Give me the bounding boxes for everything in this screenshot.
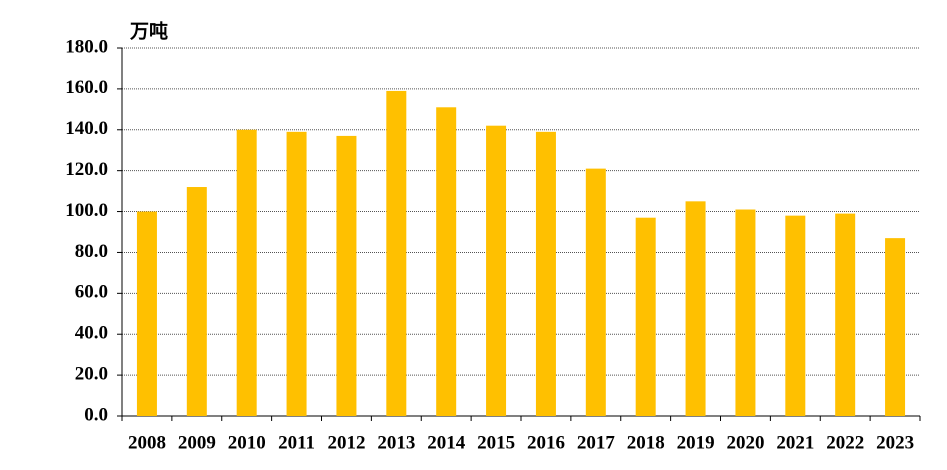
bar <box>186 187 207 416</box>
x-tick-label: 2009 <box>178 432 216 453</box>
y-tick-label: 180.0 <box>65 36 108 57</box>
x-tick-label: 2019 <box>677 432 715 453</box>
x-tick-label: 2021 <box>776 432 814 453</box>
bar <box>286 131 307 417</box>
bar <box>885 238 906 416</box>
y-tick-label: 120.0 <box>65 159 108 180</box>
y-tick-label: 0.0 <box>84 404 108 425</box>
bar <box>436 107 457 417</box>
y-tick-label: 140.0 <box>65 118 108 139</box>
unit-label: 万吨 <box>129 19 168 42</box>
y-tick-label: 40.0 <box>75 323 108 344</box>
x-tick-label: 2018 <box>627 432 665 453</box>
x-tick-label: 2023 <box>876 432 914 453</box>
x-tick-label: 2017 <box>577 432 616 453</box>
y-tick-label: 80.0 <box>75 241 108 262</box>
bar <box>136 211 157 416</box>
bar <box>585 168 606 416</box>
bar <box>486 125 507 416</box>
y-tick-label: 60.0 <box>75 282 108 303</box>
x-tick-label: 2022 <box>826 432 864 453</box>
x-tick-label: 2011 <box>278 432 315 453</box>
y-tick-label: 20.0 <box>75 363 108 384</box>
y-tick-label: 160.0 <box>65 77 108 98</box>
x-tick-label: 2020 <box>726 432 764 453</box>
bar <box>336 135 357 416</box>
x-tick-label: 2016 <box>527 432 565 453</box>
bar <box>685 201 706 416</box>
bar <box>386 90 407 416</box>
x-tick-label: 2015 <box>477 432 515 453</box>
x-tick-label: 2008 <box>128 432 166 453</box>
bar <box>735 209 756 416</box>
bar <box>535 131 556 417</box>
x-tick-label: 2012 <box>327 432 365 453</box>
x-tick-label: 2010 <box>228 432 266 453</box>
bar <box>236 129 257 416</box>
bar <box>635 217 656 416</box>
y-tick-label: 100.0 <box>65 200 108 221</box>
x-tick-label: 2014 <box>427 432 466 453</box>
bar <box>785 215 806 416</box>
x-tick-label: 2013 <box>377 432 415 453</box>
bar <box>835 213 856 416</box>
